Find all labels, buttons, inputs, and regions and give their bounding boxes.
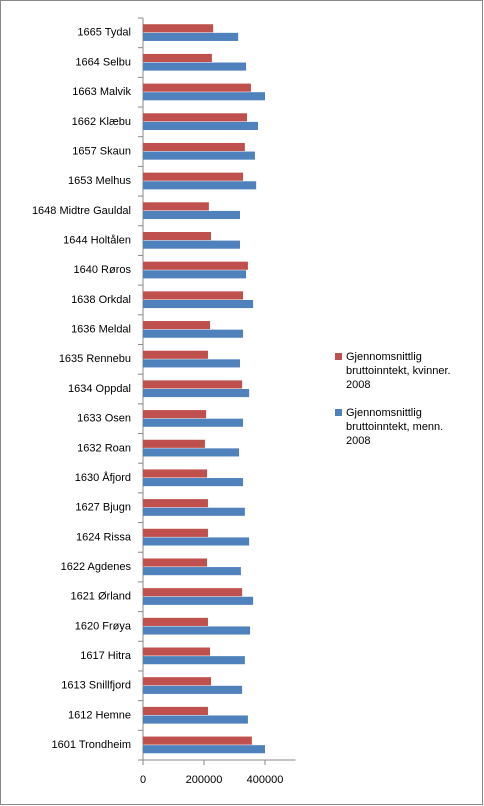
legend-swatch bbox=[335, 353, 342, 360]
y-tick-label: 1622 Agdenes bbox=[61, 561, 132, 573]
y-tick-label: 1634 Oppdal bbox=[68, 383, 131, 395]
bar bbox=[143, 596, 254, 605]
bar bbox=[143, 270, 247, 279]
x-tick-label: 400000 bbox=[247, 774, 284, 786]
bar bbox=[143, 389, 250, 398]
bar bbox=[143, 299, 254, 309]
legend-label: Gjennomsnittlig bruttoinntekt, kvinner. … bbox=[346, 351, 451, 391]
bar bbox=[143, 410, 207, 419]
bar bbox=[143, 706, 208, 715]
bar bbox=[143, 172, 244, 181]
bar bbox=[143, 626, 251, 635]
y-tick-label: 1621 Ørland bbox=[70, 591, 131, 603]
y-tick-label: 1657 Skaun bbox=[72, 145, 131, 157]
bar bbox=[143, 321, 211, 330]
y-tick-label: 1648 Midtre Gauldal bbox=[32, 205, 131, 217]
bar bbox=[143, 261, 248, 270]
bar bbox=[143, 380, 243, 389]
y-tick-label: 1653 Melhus bbox=[68, 175, 131, 187]
bar bbox=[143, 231, 212, 241]
bar bbox=[143, 62, 247, 71]
x-tick-label: 0 bbox=[140, 774, 146, 786]
y-tick-label: 1638 Orkdal bbox=[71, 294, 131, 306]
bar bbox=[143, 439, 205, 448]
y-tick-label: 1633 Osen bbox=[77, 413, 131, 425]
bar bbox=[143, 202, 209, 211]
bar bbox=[143, 113, 248, 122]
bar bbox=[143, 499, 208, 508]
bar bbox=[143, 418, 244, 427]
bar bbox=[143, 677, 212, 686]
bar bbox=[143, 181, 257, 190]
bar bbox=[143, 715, 248, 724]
bar bbox=[143, 240, 240, 249]
legend-label: Gjennomsnittlig bruttoinntekt, menn. 200… bbox=[346, 407, 444, 447]
y-tick-label: 1617 Hitra bbox=[80, 650, 132, 662]
y-tick-label: 1663 Malvik bbox=[72, 86, 131, 98]
x-tick-label: 200000 bbox=[186, 774, 223, 786]
bar bbox=[143, 567, 241, 576]
y-tick-label: 1612 Hemne bbox=[68, 709, 131, 721]
bar bbox=[143, 448, 240, 457]
y-tick-label: 1620 Frøya bbox=[75, 620, 132, 632]
y-tick-label: 1635 Rennebu bbox=[59, 353, 131, 365]
y-tick-label: 1630 Åfjord bbox=[75, 471, 131, 484]
y-tick-label: 1627 Bjugn bbox=[75, 502, 131, 514]
bar bbox=[143, 121, 258, 130]
y-tick-label: 1644 Holtålen bbox=[63, 235, 131, 247]
y-tick-label: 1636 Meldal bbox=[71, 324, 131, 336]
bar bbox=[143, 92, 265, 101]
bar bbox=[143, 647, 211, 656]
bar bbox=[143, 736, 252, 745]
bar bbox=[143, 745, 265, 754]
y-tick-label: 1664 Selbu bbox=[75, 56, 131, 68]
bar bbox=[143, 24, 214, 33]
y-tick-label: 1665 Tydal bbox=[77, 27, 131, 39]
bar bbox=[143, 537, 250, 546]
bar bbox=[143, 53, 212, 63]
y-tick-label: 1613 Snillfjord bbox=[61, 680, 131, 692]
bar bbox=[143, 656, 245, 665]
bar bbox=[143, 83, 251, 92]
bar bbox=[143, 588, 243, 597]
bar bbox=[143, 329, 244, 338]
y-tick-label: 1624 Rissa bbox=[76, 531, 132, 543]
y-tick-label: 1632 Roan bbox=[77, 442, 131, 454]
bar bbox=[143, 558, 208, 567]
y-tick-label: 1662 Klæbu bbox=[72, 116, 131, 128]
bar bbox=[143, 350, 208, 359]
bar bbox=[143, 142, 245, 152]
bar bbox=[143, 151, 255, 160]
bar bbox=[143, 210, 240, 220]
bar bbox=[143, 469, 208, 478]
bar bbox=[143, 685, 243, 694]
bar bbox=[143, 528, 208, 537]
bar bbox=[143, 617, 208, 626]
bar bbox=[143, 478, 244, 487]
y-tick-label: 1640 Røros bbox=[74, 264, 132, 276]
bar bbox=[143, 291, 244, 300]
bar bbox=[143, 507, 245, 516]
y-tick-label: 1601 Trondheim bbox=[52, 739, 132, 751]
bar bbox=[143, 32, 239, 41]
bar bbox=[143, 359, 240, 368]
legend-swatch bbox=[335, 409, 342, 416]
